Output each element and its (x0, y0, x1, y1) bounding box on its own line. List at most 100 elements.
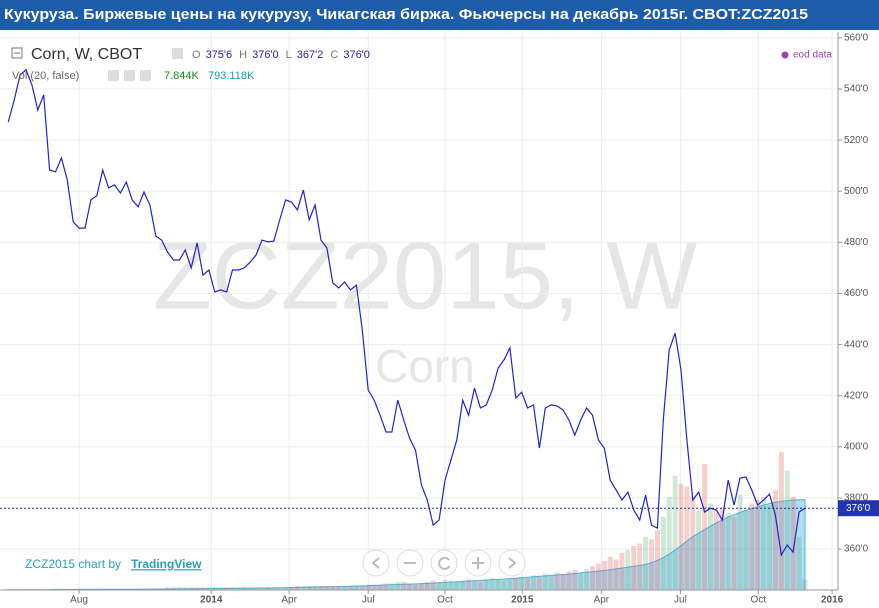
y-tick-label: 380'0 (844, 493, 869, 504)
volume-bar (58, 588, 64, 590)
volume-bar (584, 568, 590, 590)
volume-bar (418, 583, 424, 590)
reset-icon (438, 556, 451, 570)
volume-bar (743, 510, 749, 590)
volume-bar (371, 584, 377, 590)
volume-bar (725, 512, 731, 590)
volume-bar (483, 579, 489, 590)
y-tick-label: 440'0 (844, 339, 869, 350)
volume-bar (265, 587, 271, 590)
volume-bar (489, 578, 495, 590)
watermark-subtitle: Corn (375, 340, 475, 392)
credit-link[interactable]: TradingView (131, 557, 202, 571)
volume-bar (206, 587, 212, 590)
x-tick-label: 2015 (511, 595, 534, 606)
x-axis-band (0, 590, 879, 608)
volume-bar (88, 588, 94, 590)
volume-bar (778, 451, 784, 590)
volume-bar (495, 579, 501, 590)
volume-bar (188, 587, 194, 590)
volume-bar (336, 586, 342, 590)
series-settings[interactable] (172, 48, 183, 59)
volume-bar (70, 588, 76, 590)
volume-bar (247, 587, 253, 590)
volume-bar (548, 575, 554, 590)
volume-bar (153, 588, 159, 590)
x-tick-label: Aug (70, 595, 88, 606)
volume-remove[interactable] (140, 70, 151, 81)
volume-bar (359, 586, 365, 590)
y-tick-label: 540'0 (844, 84, 869, 95)
volume-bar (52, 588, 58, 590)
volume-name: Vol (20, false) (12, 70, 79, 82)
volume-bar (525, 578, 531, 590)
x-tick-label: Apr (281, 595, 297, 606)
volume-bar (271, 587, 277, 590)
volume-bar (731, 516, 737, 590)
x-tick-label: 2014 (200, 595, 223, 606)
volume-bar (430, 580, 436, 590)
volume-bar (424, 582, 430, 590)
volume-bar (802, 579, 808, 590)
y-tick-label: 500'0 (844, 186, 869, 197)
volume-bar (536, 576, 542, 590)
volume-bar (607, 556, 613, 590)
volume-bar (171, 587, 177, 590)
volume-bar (365, 584, 371, 590)
scroll-left-button[interactable] (362, 549, 390, 577)
y-tick-label: 400'0 (844, 441, 869, 452)
watermark: ZCZ2015, W (153, 222, 698, 329)
volume-bar (342, 586, 348, 590)
volume-bar (643, 536, 649, 590)
ohlc-key: O (192, 49, 201, 61)
volume-bar (224, 587, 230, 590)
reset-button[interactable] (430, 549, 458, 577)
y-tick-label: 520'0 (844, 135, 869, 146)
volume-bar (377, 584, 383, 590)
y-tick-label: 420'0 (844, 390, 869, 401)
right-icon (508, 557, 517, 569)
price-line (7, 68, 806, 557)
volume-bar (389, 583, 395, 590)
x-tick-label: Jul (674, 595, 687, 606)
volume-bar (513, 578, 519, 590)
x-tick-label: Jul (362, 595, 375, 606)
volume-bar (318, 586, 324, 590)
volume-bar (649, 539, 655, 590)
volume-bar (312, 586, 318, 590)
volume-bar (401, 582, 407, 590)
volume-bar (442, 579, 448, 590)
volume-bar (41, 588, 47, 590)
ohlc-key: L (286, 49, 292, 61)
volume-bar (235, 587, 241, 590)
title-bar (0, 0, 879, 30)
volume-settings[interactable] (124, 70, 135, 81)
plus-icon (472, 557, 484, 569)
volume-bar (466, 579, 472, 590)
volume-bar (324, 586, 330, 590)
volume-bar (147, 588, 153, 590)
volume-bar (477, 582, 483, 590)
volume-bar (135, 588, 141, 590)
volume-bar (76, 588, 82, 590)
volume-bar (412, 584, 418, 590)
volume-bar (141, 588, 147, 590)
volume-visibility[interactable] (108, 70, 119, 81)
series-name: Corn, W, CBOT (31, 46, 142, 63)
volume-bar (230, 587, 236, 590)
y-tick-label: 560'0 (844, 33, 869, 44)
y-tick-label: 360'0 (844, 544, 869, 555)
volume-bar (200, 587, 206, 590)
left-icon (371, 557, 380, 569)
volume-bar (117, 588, 123, 590)
ohlc-key: C (330, 49, 338, 61)
volume-bar (259, 587, 265, 590)
ohlc-value: 375'6 (206, 49, 233, 61)
volume-bar (194, 587, 200, 590)
scroll-right-button[interactable] (498, 549, 526, 577)
volume-bar (625, 550, 631, 590)
volume-bar (767, 504, 773, 590)
volume-bar (123, 588, 129, 590)
volume-bar (82, 588, 88, 590)
